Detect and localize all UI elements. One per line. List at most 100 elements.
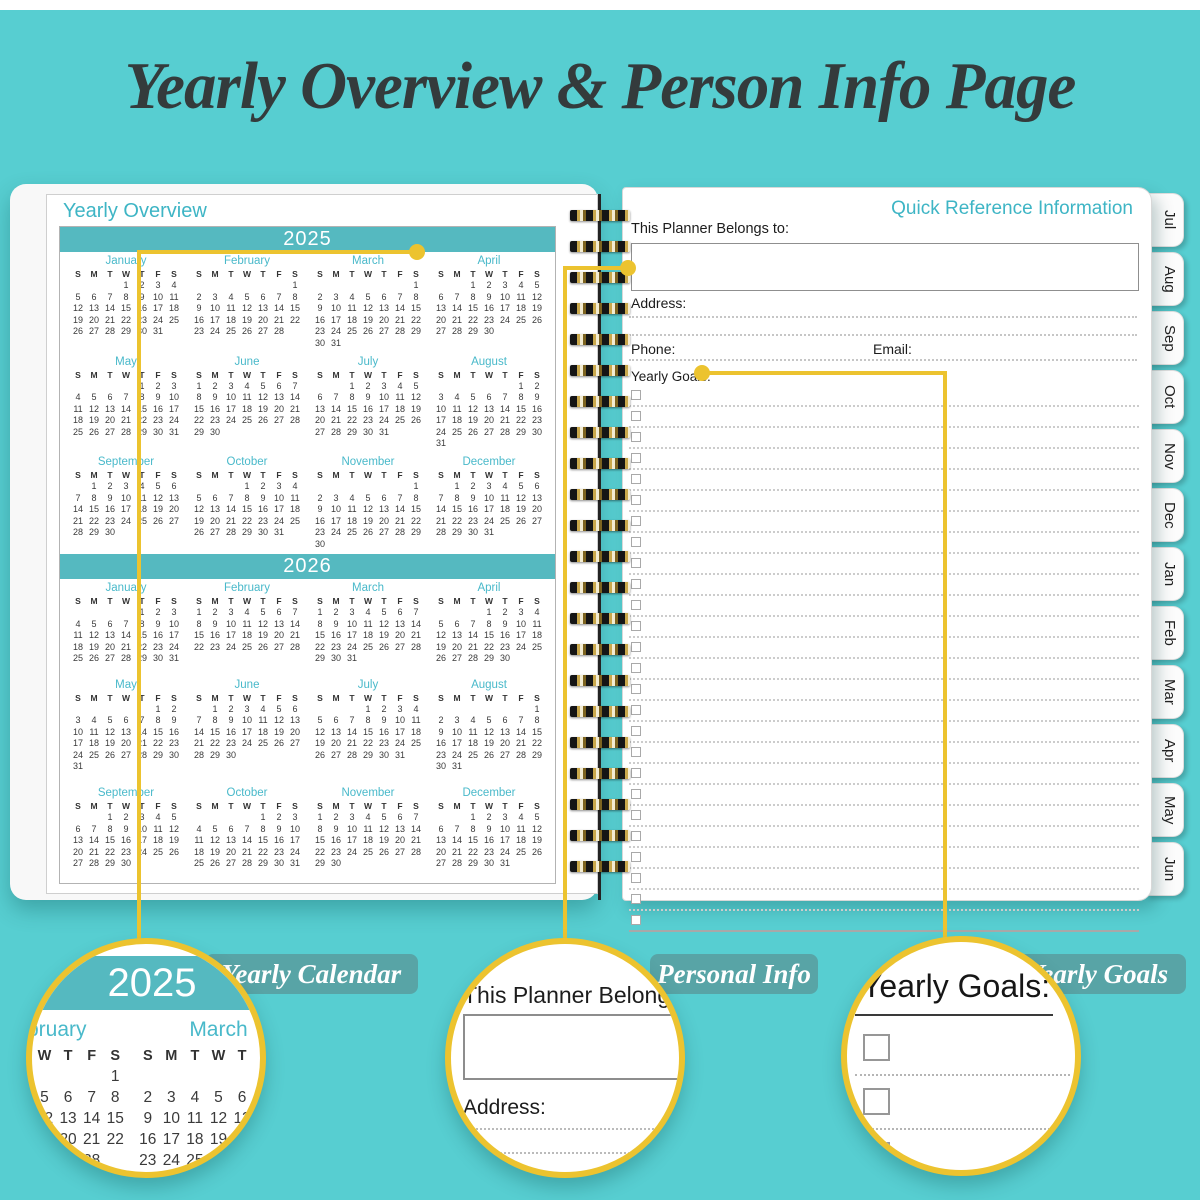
day-cell: 26	[193, 527, 204, 538]
day-cell: 28	[394, 527, 405, 538]
weekday-header-cell: M	[165, 1048, 178, 1064]
day-cell: 25	[193, 858, 204, 869]
day-cell: 28	[241, 858, 252, 869]
day-cell: 10	[162, 1110, 180, 1127]
goal-checkbox	[631, 390, 641, 400]
weekday-header-cell: T	[228, 470, 234, 481]
day-cell: 31	[435, 438, 446, 449]
day-cell: 4	[155, 812, 161, 823]
day-cell: 21	[120, 415, 131, 426]
goal-checkbox	[631, 789, 641, 799]
day-cell: 21	[257, 1131, 266, 1148]
circle-goal-checkbox	[863, 1034, 890, 1061]
day-cell: 20	[88, 314, 99, 325]
day-cell: 15	[467, 303, 478, 313]
month-name: September	[97, 456, 155, 469]
day-cell: 16	[152, 630, 163, 640]
day-cell: 13	[394, 618, 405, 629]
day-cell: 22	[314, 846, 325, 857]
day-cell: 25	[72, 426, 83, 437]
weekday-header-cell: T	[381, 596, 387, 606]
day-cell	[392, 481, 408, 493]
day-cell: 9	[155, 392, 161, 403]
day-cell: 9	[365, 392, 371, 403]
day-cell: 26	[241, 326, 252, 336]
month-name: April	[477, 255, 501, 267]
weekday-header-cell: F	[518, 269, 524, 279]
day-cell	[223, 280, 239, 292]
day-cell: 10	[120, 492, 131, 503]
day-cell	[497, 381, 513, 393]
day-cell: 28	[120, 426, 131, 437]
day-cell: 18	[515, 303, 526, 313]
day-cell: 30	[531, 426, 542, 437]
weekday-header-cell: W	[242, 596, 252, 606]
day-cell: 30	[330, 858, 341, 869]
day-cell: 25	[451, 426, 462, 437]
day-cell: 6	[107, 618, 113, 629]
day-cell	[465, 607, 481, 619]
day-cell: 10	[330, 303, 341, 313]
weekday-header-cell: T	[228, 692, 234, 703]
day-cell: 20	[168, 504, 179, 515]
weekday-header-cell: M	[90, 470, 98, 481]
weekday-header-cell: T	[381, 470, 387, 481]
day-cell: 23	[209, 641, 220, 652]
goal-checkbox	[631, 642, 641, 652]
day-cell: 8	[317, 618, 323, 629]
day-cell: 11	[153, 823, 163, 834]
day-cell: 6	[63, 1089, 73, 1106]
month-name: March	[352, 255, 384, 267]
day-cell: 1	[110, 1068, 120, 1085]
day-cell: 10	[168, 392, 179, 403]
day-cell: 14	[241, 835, 252, 846]
address-line-1	[629, 316, 1137, 318]
weekday-header-cell: M	[211, 269, 219, 279]
day-cell	[360, 481, 376, 493]
day-cell: 22	[467, 846, 478, 857]
day-cell	[529, 858, 545, 870]
day-cell: 29	[515, 426, 526, 437]
weekday-header-cell: F	[155, 692, 161, 703]
day-cell: 8	[317, 823, 323, 834]
month-name: February	[223, 255, 271, 267]
callout-line-personal-v	[563, 266, 567, 944]
day-cell: 22	[209, 738, 220, 749]
calendar-month-september: September S M T W T F S 1 2 3 4 5 6 7 8 9 10 11 12 13 14 15 16 1…	[70, 455, 182, 539]
weekday-header-cell: S	[292, 692, 298, 703]
day-cell: 31	[168, 426, 179, 437]
weekday-header-cell: M	[453, 596, 461, 606]
spiral-ring	[570, 799, 630, 810]
day-cell: 6	[260, 291, 266, 302]
day-cell: 27	[451, 653, 462, 663]
day-cell: 11	[89, 726, 99, 737]
day-cell: 11	[73, 403, 83, 414]
goal-row	[629, 701, 1139, 722]
tab-dec: Dec	[1146, 488, 1184, 542]
day-cell: 16	[483, 303, 494, 313]
day-cell: 9	[260, 492, 266, 503]
day-cell	[56, 1066, 80, 1087]
goal-row	[629, 869, 1139, 890]
day-cell: 22	[88, 515, 99, 526]
weekday-header-cell: S	[196, 692, 202, 703]
day-cell: 23	[136, 314, 147, 325]
day-cell: 11	[532, 618, 542, 629]
day-cell: 18	[410, 726, 421, 737]
month-name: January	[105, 582, 147, 594]
weekday-header-cell: S	[75, 269, 81, 279]
weekday-header-cell: S	[75, 692, 81, 703]
day-cell: 26	[88, 653, 99, 663]
day-cell: 18	[72, 641, 83, 652]
day-cell	[271, 427, 287, 439]
weekday-header-cell: M	[332, 801, 340, 812]
weekday-header-cell: F	[276, 692, 282, 703]
day-cell: 18	[467, 738, 478, 749]
day-cell: 4	[349, 291, 355, 302]
day-cell: 29	[136, 426, 147, 437]
day-cell: 6	[123, 715, 129, 726]
day-cell: 23	[120, 846, 131, 857]
day-cell: 19	[362, 314, 373, 325]
